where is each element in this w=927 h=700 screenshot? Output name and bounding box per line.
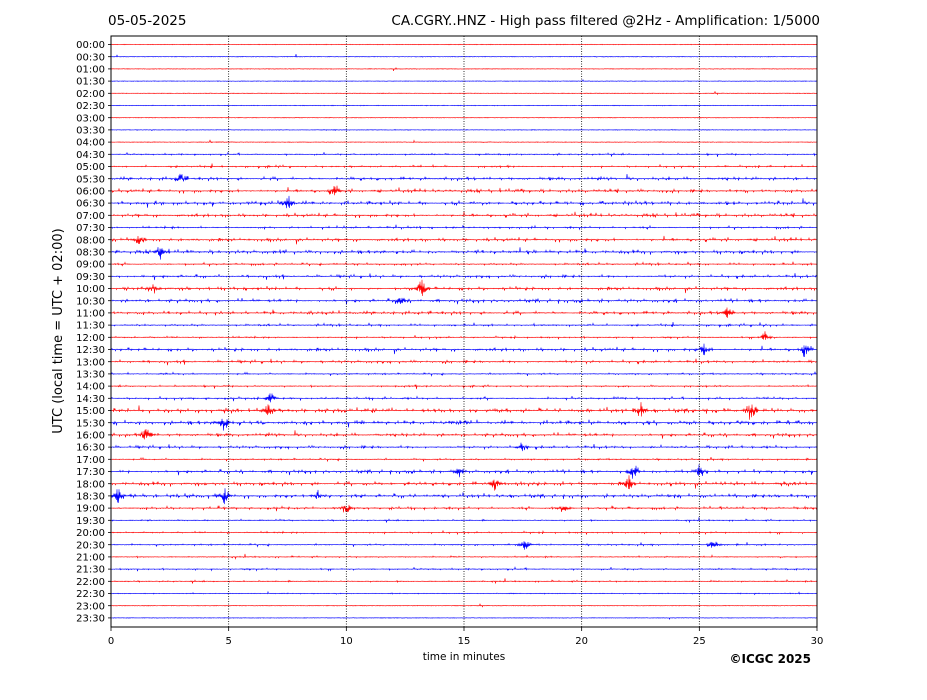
y-tick-label: 18:30 xyxy=(76,492,105,503)
x-tick-label: 15 xyxy=(458,636,471,647)
trace-row-0200 xyxy=(110,91,818,96)
y-tick-label: 11:30 xyxy=(76,321,105,332)
y-tick-label: 14:30 xyxy=(76,394,105,405)
y-tick-label: 09:30 xyxy=(76,272,105,283)
trace-row-1800 xyxy=(110,475,818,491)
y-tick-label: 13:00 xyxy=(76,357,105,368)
y-tick-label: 06:30 xyxy=(76,199,105,210)
x-axis-label: time in minutes xyxy=(423,651,505,663)
trace-row-1630 xyxy=(110,442,818,452)
y-tick-label: 20:30 xyxy=(76,540,105,551)
y-tick-label: 01:00 xyxy=(76,65,105,76)
y-tick-label: 22:30 xyxy=(76,589,105,600)
y-tick-label: 18:00 xyxy=(76,479,105,490)
y-tick-label: 03:00 xyxy=(76,113,105,124)
y-tick-label: 22:00 xyxy=(76,577,105,588)
y-tick-label: 10:00 xyxy=(76,284,105,295)
y-tick-label: 08:00 xyxy=(76,235,105,246)
y-tick-label: 11:00 xyxy=(76,309,105,320)
y-tick-label: 17:00 xyxy=(76,455,105,466)
y-tick-label: 23:00 xyxy=(76,601,105,612)
y-tick-label: 16:30 xyxy=(76,443,105,454)
y-tick-label: 09:00 xyxy=(76,260,105,271)
date-label: 05-05-2025 xyxy=(108,13,186,29)
trace-row-1600 xyxy=(110,429,818,440)
y-tick-label: 12:30 xyxy=(76,345,105,356)
trace-row-0230 xyxy=(110,104,818,107)
y-tick-label: 19:00 xyxy=(76,504,105,515)
trace-row-2030 xyxy=(110,541,818,550)
y-tick-label: 06:00 xyxy=(76,187,105,198)
y-tick-label: 12:00 xyxy=(76,333,105,344)
y-tick-label: 05:00 xyxy=(76,162,105,173)
y-tick-label: 17:30 xyxy=(76,467,105,478)
y-tick-label: 15:00 xyxy=(76,406,105,417)
y-tick-label: 03:30 xyxy=(76,126,105,137)
trace-row-0330 xyxy=(110,128,818,132)
chart-title: CA.CGRY..HNZ - High pass filtered @2Hz -… xyxy=(391,13,820,29)
trace-row-2000 xyxy=(110,530,818,536)
trace-row-0530 xyxy=(110,173,818,182)
trace-row-0730 xyxy=(110,224,818,231)
trace-row-1230 xyxy=(110,343,818,357)
y-tick-label: 08:30 xyxy=(76,248,105,259)
y-tick-label: 10:30 xyxy=(76,296,105,307)
x-tick-label: 20 xyxy=(575,636,588,647)
y-tick-label: 21:00 xyxy=(76,553,105,564)
y-tick-label: 00:00 xyxy=(76,40,105,51)
y-tick-label: 07:30 xyxy=(76,223,105,234)
y-tick-label: 15:30 xyxy=(76,418,105,429)
y-tick-label: 21:30 xyxy=(76,565,105,576)
trace-row-0630 xyxy=(110,195,818,209)
trace-row-0600 xyxy=(110,185,818,196)
y-tick-label: 14:00 xyxy=(76,382,105,393)
x-tick-label: 25 xyxy=(693,636,706,647)
y-tick-label: 01:30 xyxy=(76,77,105,88)
trace-row-0800 xyxy=(110,235,818,245)
x-tick-label: 0 xyxy=(108,636,114,647)
trace-row-1100 xyxy=(110,307,818,318)
trace-row-1500 xyxy=(110,402,818,420)
y-tick-label: 13:30 xyxy=(76,370,105,381)
trace-row-1200 xyxy=(110,331,818,341)
y-tick-label: 05:30 xyxy=(76,174,105,185)
trace-row-0300 xyxy=(110,116,818,119)
y-tick-label: 20:00 xyxy=(76,528,105,539)
y-tick-label: 04:30 xyxy=(76,150,105,161)
x-tick-label: 30 xyxy=(811,636,824,647)
trace-row-1900 xyxy=(110,504,818,513)
x-tick-label: 5 xyxy=(225,636,231,647)
y-tick-label: 16:00 xyxy=(76,431,105,442)
y-tick-label: 07:00 xyxy=(76,211,105,222)
y-tick-label: 02:00 xyxy=(76,89,105,100)
y-tick-label: 02:30 xyxy=(76,101,105,112)
vertical-gridlines xyxy=(228,36,700,627)
y-axis-label: UTC (local time = UTC + 02:00) xyxy=(51,228,66,433)
y-tick-label: 04:00 xyxy=(76,138,105,149)
copyright-label: ©ICGC 2025 xyxy=(729,652,811,666)
trace-row-2300 xyxy=(110,603,818,608)
y-tick-label: 00:30 xyxy=(76,52,105,63)
trace-row-2330 xyxy=(110,617,818,621)
y-tick-label: 19:30 xyxy=(76,516,105,527)
x-tick-label: 10 xyxy=(340,636,353,647)
y-tick-label: 23:30 xyxy=(76,614,105,625)
x-axis-ticks: 0 5 10 15 20 25 30 xyxy=(108,627,824,647)
